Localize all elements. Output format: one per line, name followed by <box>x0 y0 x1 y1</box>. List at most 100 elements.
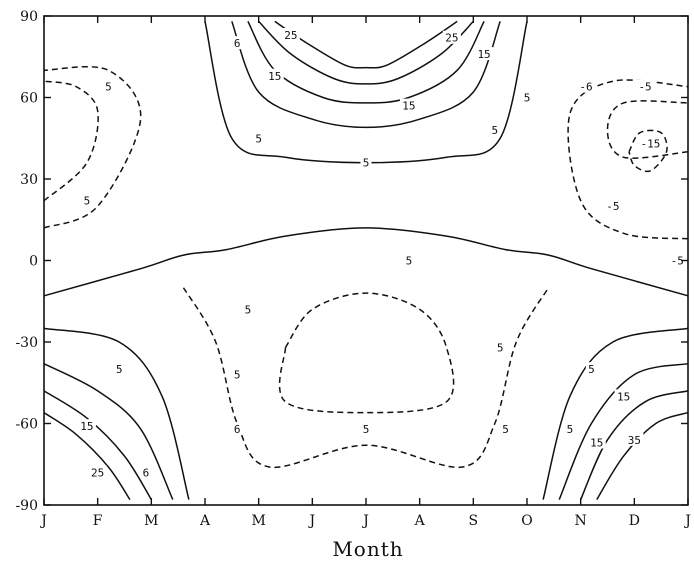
y-tick-label: 0 <box>29 254 38 270</box>
contour-label-bg <box>242 302 254 316</box>
contour-label: 25 <box>284 29 297 42</box>
x-tick-label: J <box>39 513 47 529</box>
contour-label-bg <box>500 421 512 435</box>
contour-label-bg <box>637 136 663 150</box>
contour-label: 6 <box>234 37 241 50</box>
contour-label: 5 <box>567 423 574 436</box>
contour-line-solid <box>580 390 689 500</box>
contour-label-bg <box>81 193 93 207</box>
contour-label: 5 <box>363 423 370 436</box>
contour-label-bg <box>265 68 284 82</box>
contour-line-solid <box>231 21 501 129</box>
x-tick-label: S <box>469 513 479 529</box>
contour-label-bg <box>281 28 300 42</box>
contour-label: 5 <box>363 157 370 170</box>
contour-label: 5 <box>588 363 595 376</box>
contour-line-solid <box>43 363 174 500</box>
contour-label-bg <box>475 47 494 61</box>
contour-label-bg <box>625 432 644 446</box>
contour-label: 15 <box>268 70 281 83</box>
contour-line-dashed <box>567 79 689 240</box>
contour-label: -6 <box>579 81 592 94</box>
y-tick-label: -90 <box>15 498 38 514</box>
contour-label-bg <box>360 421 372 435</box>
contour-label: -15 <box>640 138 660 151</box>
contour-label-bg <box>636 79 655 93</box>
x-tick-label: D <box>629 513 640 529</box>
y-tick-label: 90 <box>20 9 38 25</box>
contour-label-bg <box>585 362 597 376</box>
contour-line-dashed <box>606 100 689 159</box>
contour-label-bg <box>403 253 415 267</box>
contour-label-bg <box>494 340 506 354</box>
contour-line-dashed <box>278 292 455 414</box>
contour-label: 25 <box>91 466 104 479</box>
contour-label: -5 <box>671 255 684 268</box>
contour-label: 15 <box>80 420 93 433</box>
contour-label: 5 <box>497 341 504 354</box>
contour-label: 6 <box>234 423 241 436</box>
contour-label: 15 <box>617 390 630 403</box>
contour-label-bg <box>489 123 501 137</box>
x-tick-label: A <box>199 513 211 529</box>
contour-label: 25 <box>445 32 458 45</box>
x-tick-label: N <box>575 513 587 529</box>
contour-label: 5 <box>245 303 252 316</box>
x-tick-label: J <box>361 513 369 529</box>
x-tick-label: O <box>521 513 532 529</box>
x-axis-title: Month <box>332 537 403 561</box>
contour-line-dashed <box>628 129 668 173</box>
contour-label: 5 <box>524 92 531 105</box>
contour-label: 5 <box>84 195 91 208</box>
contour-label-bg <box>442 30 461 44</box>
y-tick-label: -60 <box>15 417 38 433</box>
contour-label: 5 <box>406 255 413 268</box>
contour-lines <box>43 20 689 501</box>
contour-label-bg <box>140 465 152 479</box>
contour-label-bg <box>231 421 243 435</box>
y-tick-label: 60 <box>20 91 38 107</box>
contour-label-bg <box>577 79 596 93</box>
contour-label-bg <box>564 421 576 435</box>
x-tick-label: A <box>414 513 426 529</box>
contour-line-solid <box>43 390 152 500</box>
contour-label-bg <box>231 36 243 50</box>
contour-label: 5 <box>502 423 509 436</box>
contour-label: 15 <box>590 437 603 450</box>
x-tick-label: J <box>308 513 316 529</box>
contour-label-bg <box>102 79 114 93</box>
contour-line-solid <box>43 227 689 297</box>
contour-label-bg <box>614 389 633 403</box>
contour-line-solid <box>542 327 689 500</box>
contour-label: 5 <box>234 369 241 382</box>
y-tick-label: 30 <box>20 172 38 188</box>
contour-line-solid <box>43 411 131 501</box>
contour-label-bg <box>399 98 418 112</box>
contour-label-bg <box>521 90 533 104</box>
contour-label: 15 <box>402 100 415 113</box>
contour-line-solid <box>258 20 474 85</box>
x-tick-label: F <box>93 513 103 529</box>
contour-label-bg <box>88 465 107 479</box>
contour-label: 5 <box>491 124 498 137</box>
contour-label: 6 <box>143 466 150 479</box>
contour-label: 15 <box>477 48 490 61</box>
contour-label-bg <box>587 435 606 449</box>
contour-label-bg <box>253 131 265 145</box>
contour-label: 35 <box>628 434 641 447</box>
contour-label-bg <box>360 155 372 169</box>
contour-label-bg <box>77 419 96 433</box>
x-tick-label: M <box>144 513 158 529</box>
contour-line-solid <box>558 362 689 500</box>
contour-label-bg <box>113 362 125 376</box>
contour-label: -5 <box>638 81 651 94</box>
contour-line-dashed <box>182 287 550 469</box>
x-tick-label: M <box>251 513 265 529</box>
contour-label: -5 <box>606 200 619 213</box>
contour-label: 5 <box>116 363 123 376</box>
contour-line-solid <box>596 411 689 500</box>
contour-label-bg <box>231 367 243 381</box>
y-tick-label: -30 <box>15 335 38 351</box>
y-axis-ticks: 90 60 30 0 -30 -60 -90 <box>15 9 688 514</box>
contour-label-bg <box>668 253 687 267</box>
